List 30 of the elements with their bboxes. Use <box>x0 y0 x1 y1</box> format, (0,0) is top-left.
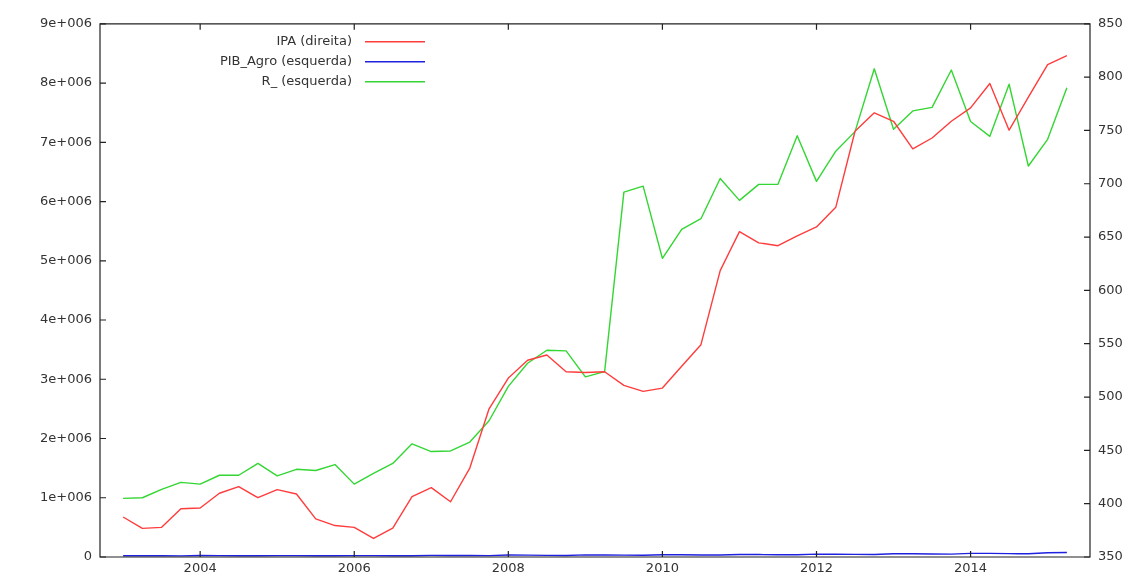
y2-tick-label: 650 <box>1098 228 1123 244</box>
legend-label: R_ (esquerda) <box>261 73 352 89</box>
y-tick-label: 8e+006 <box>40 74 92 90</box>
x-tick-label: 2010 <box>645 560 679 576</box>
y2-tick-label: 350 <box>1098 548 1123 564</box>
x-tick-label: 2008 <box>491 560 525 576</box>
y-tick-label: 3e+006 <box>40 370 92 386</box>
y-tick-label: 4e+006 <box>40 311 92 327</box>
y2-tick-label: 850 <box>1098 15 1123 31</box>
y2-tick-label: 400 <box>1098 495 1123 511</box>
y2-tick-label: 750 <box>1098 121 1123 137</box>
y2-tick-label: 600 <box>1098 281 1123 297</box>
y-tick-label: 6e+006 <box>40 192 92 208</box>
legend-label: IPA (direita) <box>276 33 352 49</box>
y2-tick-label: 700 <box>1098 175 1123 191</box>
y2-tick-label: 550 <box>1098 335 1123 351</box>
x-tick-label: 2012 <box>799 560 834 576</box>
y-tick-label: 1e+006 <box>40 489 92 505</box>
legend-label: PIB_Agro (esquerda) <box>219 53 352 69</box>
y-tick-label: 5e+006 <box>40 252 92 268</box>
x-tick-label: 2014 <box>954 560 988 576</box>
y-tick-label: 9e+006 <box>40 15 92 31</box>
y2-tick-label: 500 <box>1098 388 1123 404</box>
y-tick-label: 2e+006 <box>40 429 92 445</box>
x-tick-label: 2004 <box>183 560 217 576</box>
x-tick-label: 2006 <box>337 560 371 576</box>
y-tick-label: 7e+006 <box>40 133 92 149</box>
y2-tick-label: 450 <box>1098 441 1123 457</box>
y-tick-label: 0 <box>83 548 92 564</box>
y2-tick-label: 800 <box>1098 68 1123 84</box>
